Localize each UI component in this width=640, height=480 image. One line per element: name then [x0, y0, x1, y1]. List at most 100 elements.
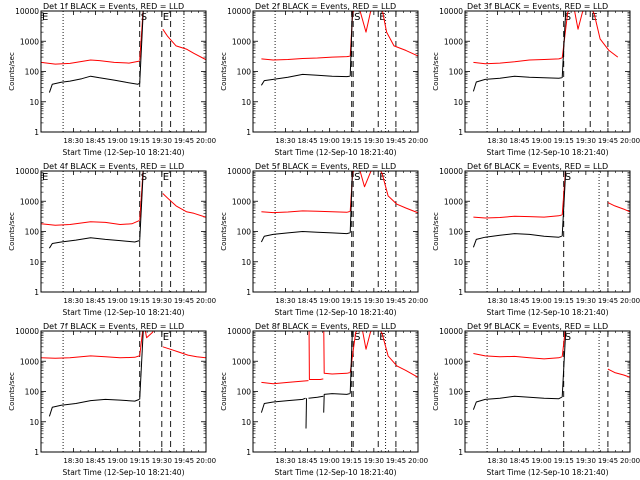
panel-title: Det 5f BLACK = Events, RED = LLD: [255, 162, 396, 171]
x-axis-label: Start Time (12-Sep-10 18:21:40): [63, 148, 185, 157]
x-tick-label: 19:15: [130, 297, 150, 305]
panel-grid: Det 1f BLACK = Events, RED = LLD Counts/s…: [8, 2, 640, 477]
y-tick-label: 10000: [439, 327, 463, 336]
events-series-line: [472, 75, 562, 92]
y-tick-label: 1000: [20, 197, 39, 206]
x-axis-label: Start Time (12-Sep-10 18:21:40): [275, 148, 397, 157]
y-tick-label: 10: [241, 258, 251, 267]
y-tick-label: 10000: [227, 167, 251, 176]
events-series-line: [260, 231, 350, 243]
events-series-line: [48, 237, 140, 249]
y-tick-label: 10: [241, 418, 251, 427]
x-tick-label: 19:30: [576, 457, 596, 465]
marker-label: E: [379, 332, 385, 343]
y-tick-label: 1000: [444, 197, 463, 206]
detector-panel: Det 1f BLACK = Events, RED = LLD Counts/s…: [8, 2, 216, 157]
x-tick-label: 19:15: [342, 297, 362, 305]
x-tick-label: 19:15: [554, 137, 574, 145]
marker-label: E: [379, 172, 385, 183]
panel-title: Det 4f BLACK = Events, RED = LLD: [43, 162, 184, 171]
marker-label: S: [354, 332, 360, 343]
series-group: [260, 11, 418, 86]
lld-series-line: [261, 380, 309, 385]
y-axis-label: Counts/sec: [432, 52, 440, 91]
events-series-line: [561, 331, 567, 398]
y-tick-label: 100: [25, 228, 40, 237]
y-tick-label: 1: [34, 448, 39, 457]
x-tick-label: 18:30: [63, 297, 83, 305]
lld-series-line: [162, 28, 206, 60]
x-tick-label: 19:45: [598, 137, 618, 145]
x-tick-label: 19:45: [598, 457, 618, 465]
marker-label: S: [354, 12, 360, 23]
x-tick-label: 19:15: [342, 137, 362, 145]
events-series-line: [561, 11, 567, 78]
x-tick-label: 19:45: [598, 297, 618, 305]
lld-series-line: [261, 210, 350, 214]
y-axis-label: Counts/sec: [220, 212, 228, 251]
plot-frame: [40, 170, 207, 293]
lld-series-line: [561, 11, 619, 59]
x-tick-label: 19:30: [576, 297, 596, 305]
y-tick-label: 10: [453, 258, 463, 267]
panel-title: Det 6f BLACK = Events, RED = LLD: [467, 162, 608, 171]
lld-series-line: [41, 59, 140, 65]
lld-series-line: [607, 202, 630, 213]
y-tick-label: 1000: [232, 197, 251, 206]
x-tick-label: 19:00: [108, 297, 128, 305]
x-axis-label: Start Time (12-Sep-10 18:21:40): [487, 308, 609, 317]
plot-frame: [40, 330, 207, 453]
plot-frame: [252, 10, 419, 133]
events-series-line: [323, 393, 350, 413]
y-tick-label: 10000: [439, 7, 463, 16]
y-tick-label: 10000: [439, 167, 463, 176]
marker-label: S: [565, 12, 571, 23]
marker-label: E: [163, 172, 169, 183]
y-tick-label: 100: [449, 388, 464, 397]
y-tick-label: 100: [449, 68, 464, 77]
x-tick-label: 18:45: [297, 297, 317, 305]
series-group: [260, 171, 418, 243]
marker-label: E: [163, 332, 169, 343]
x-tick-label: 18:45: [297, 457, 317, 465]
x-tick-label: 19:45: [386, 297, 406, 305]
y-tick-label: 1: [246, 448, 251, 457]
marker-label: E: [163, 12, 169, 23]
panel-title: Det 9f BLACK = Events, RED = LLD: [467, 322, 608, 331]
events-series-line: [139, 171, 144, 241]
panel-title: Det 8f BLACK = Events, RED = LLD: [255, 322, 396, 331]
marker-label: S: [354, 172, 360, 183]
events-series-line: [349, 331, 353, 394]
y-axis-label: Counts/sec: [432, 212, 440, 251]
detector-panel: Det 7f BLACK = Events, RED = LLD Counts/s…: [8, 322, 216, 477]
y-tick-label: 100: [237, 228, 252, 237]
x-tick-label: 19:15: [554, 457, 574, 465]
events-series-line: [561, 171, 567, 237]
plot-frame: [252, 330, 419, 453]
series-group: [41, 331, 206, 417]
plot-frame: [464, 10, 631, 133]
events-series-line: [305, 398, 307, 429]
plot-frame: [40, 10, 207, 133]
detector-panel: Det 9f BLACK = Events, RED = LLD Counts/s…: [432, 322, 640, 477]
x-tick-label: 18:45: [509, 137, 529, 145]
lld-series-line: [561, 331, 566, 357]
x-tick-label: 19:45: [386, 137, 406, 145]
x-tick-label: 20:00: [196, 457, 216, 465]
x-tick-label: 19:15: [554, 297, 574, 305]
x-tick-label: 18:45: [509, 297, 529, 305]
panel-title: Det 7f BLACK = Events, RED = LLD: [43, 322, 184, 331]
y-tick-label: 1: [246, 128, 251, 137]
x-tick-label: 19:00: [108, 457, 128, 465]
x-tick-label: 19:00: [320, 457, 340, 465]
lld-series-line: [139, 331, 154, 356]
lld-series-line: [41, 355, 140, 359]
detector-panel: Det 8f BLACK = Events, RED = LLD Counts/s…: [220, 322, 428, 477]
x-tick-label: 18:30: [487, 457, 507, 465]
y-tick-label: 1000: [232, 37, 251, 46]
panel-title: Det 2f BLACK = Events, RED = LLD: [255, 2, 396, 11]
series-group: [472, 171, 630, 248]
x-tick-label: 20:00: [408, 457, 428, 465]
y-tick-label: 10000: [227, 7, 251, 16]
